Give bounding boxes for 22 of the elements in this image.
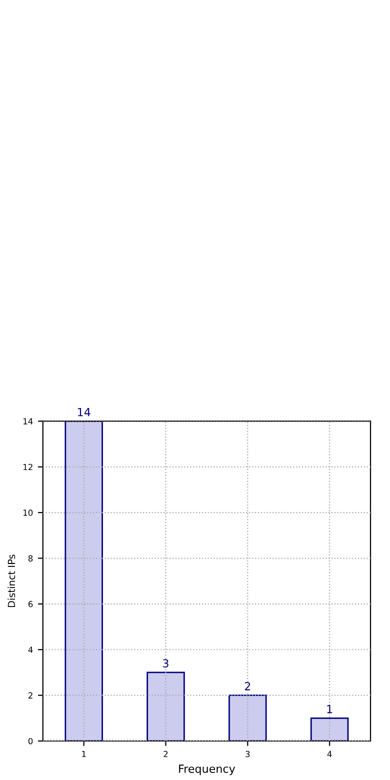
data-label: 2: [244, 682, 250, 690]
x-tick-label: 1: [82, 750, 86, 758]
bar: [64, 421, 103, 741]
y-axis-title: Distinct IPs: [8, 554, 16, 608]
bar: [228, 694, 267, 741]
y-tick-label: 12: [23, 464, 32, 470]
y-tick-label: 6: [28, 600, 33, 608]
y-tick-label: 2: [28, 692, 32, 698]
bar: [310, 717, 349, 741]
data-label: 14: [78, 408, 90, 416]
x-tick-label: 3: [246, 750, 250, 758]
x-axis-title: Frequency: [179, 764, 236, 776]
y-tick-label: 0: [28, 738, 33, 744]
x-tick-label: 2: [164, 750, 168, 758]
y-tick-label: 14: [23, 418, 33, 424]
data-label: 3: [163, 659, 168, 668]
y-tick-label: 8: [28, 555, 33, 562]
y-tick-label: 10: [23, 510, 33, 516]
x-tick-label: 4: [327, 750, 332, 758]
data-label: 1: [327, 704, 332, 714]
bar: [146, 672, 185, 741]
y-tick-label: 4: [28, 646, 33, 653]
